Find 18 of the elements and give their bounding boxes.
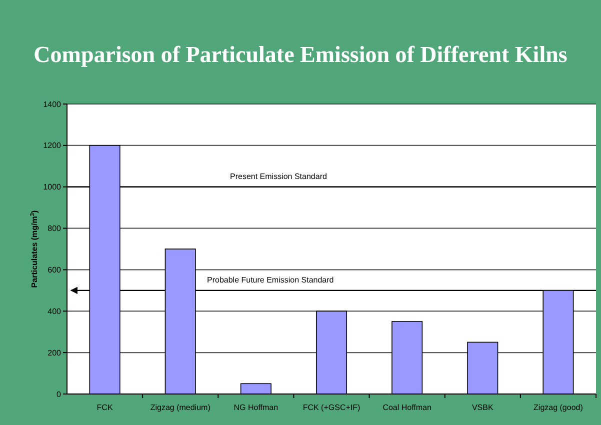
chart-title: Comparison of Particulate Emission of Different Kilns: [34, 42, 568, 67]
y-tick-label: 600: [48, 266, 62, 275]
y-tick-label: 1400: [43, 100, 62, 109]
y-tick-label: 0: [56, 390, 62, 399]
x-tick-label: NG Hoffman: [234, 403, 278, 412]
x-tick-label: FCK: [96, 403, 114, 412]
x-tick-label: Zigzag (good): [534, 403, 584, 412]
y-tick-label: 200: [48, 348, 62, 358]
x-tick-label: Coal Hoffman: [382, 403, 432, 412]
x-tick-label: Zigzag (medium): [150, 403, 211, 412]
y-tick-label: 400: [48, 306, 62, 316]
y-tick-label: 800: [48, 224, 62, 234]
ref-line-label: Present Emission Standard: [230, 172, 327, 181]
x-tick-label: FCK (+GSC+IF): [302, 403, 361, 412]
y-tick-label: 1200: [43, 141, 62, 150]
y-tick-label: 1000: [43, 182, 62, 192]
x-tick-label: VSBK: [472, 403, 494, 412]
ref-line-label: Probable Future Emission Standard: [207, 275, 334, 284]
